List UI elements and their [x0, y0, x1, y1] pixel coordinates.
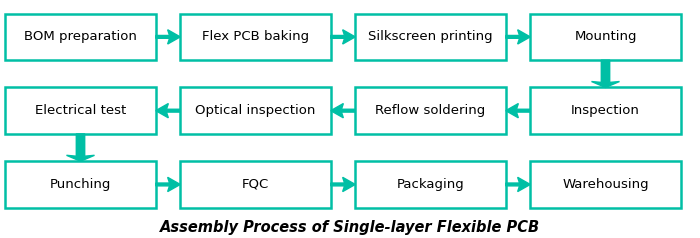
FancyArrow shape — [155, 177, 181, 192]
FancyArrow shape — [592, 60, 620, 87]
FancyArrow shape — [66, 134, 94, 161]
FancyBboxPatch shape — [181, 161, 330, 208]
FancyBboxPatch shape — [531, 14, 680, 60]
Text: Electrical test: Electrical test — [35, 104, 126, 117]
FancyBboxPatch shape — [6, 87, 155, 134]
FancyBboxPatch shape — [355, 87, 505, 134]
FancyBboxPatch shape — [6, 161, 155, 208]
FancyArrow shape — [155, 104, 181, 118]
Text: Silkscreen printing: Silkscreen printing — [368, 30, 493, 43]
FancyArrow shape — [330, 30, 355, 44]
FancyBboxPatch shape — [181, 14, 330, 60]
FancyArrow shape — [505, 177, 531, 192]
Text: Flex PCB baking: Flex PCB baking — [202, 30, 309, 43]
Text: BOM preparation: BOM preparation — [24, 30, 137, 43]
FancyBboxPatch shape — [6, 14, 155, 60]
FancyBboxPatch shape — [531, 87, 680, 134]
FancyArrow shape — [330, 104, 355, 118]
Text: Mounting: Mounting — [574, 30, 637, 43]
FancyArrow shape — [505, 30, 531, 44]
Text: Warehousing: Warehousing — [562, 178, 649, 191]
FancyBboxPatch shape — [181, 87, 330, 134]
FancyBboxPatch shape — [531, 161, 680, 208]
Text: Optical inspection: Optical inspection — [195, 104, 316, 117]
FancyBboxPatch shape — [355, 161, 505, 208]
FancyBboxPatch shape — [355, 14, 505, 60]
FancyArrow shape — [330, 177, 355, 192]
FancyArrow shape — [155, 30, 181, 44]
Text: Reflow soldering: Reflow soldering — [375, 104, 486, 117]
Text: Punching: Punching — [50, 178, 111, 191]
Text: Inspection: Inspection — [571, 104, 640, 117]
Text: FQC: FQC — [242, 178, 269, 191]
Text: Packaging: Packaging — [397, 178, 464, 191]
FancyArrow shape — [505, 104, 531, 118]
Text: Assembly Process of Single-layer Flexible PCB: Assembly Process of Single-layer Flexibl… — [160, 220, 540, 235]
